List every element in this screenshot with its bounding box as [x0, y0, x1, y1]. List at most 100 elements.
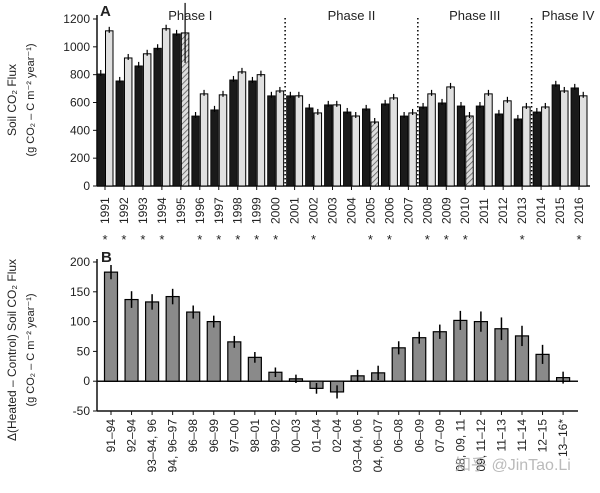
- y-tick-label: 0: [83, 374, 90, 388]
- x-tick-label: 2003: [326, 197, 340, 224]
- watermark: 知乎 @JinTao.Li: [455, 456, 571, 474]
- y-tick-label: 1000: [63, 40, 90, 54]
- y-axis-label: Δ(Heated – Control) Soil CO₂ Flux: [5, 259, 19, 441]
- bar-control: [343, 111, 352, 187]
- bar-heated: [313, 112, 323, 187]
- significance-marker: *: [235, 232, 240, 247]
- x-tick-label: 2006: [382, 197, 396, 224]
- y-tick-label: 200: [70, 151, 90, 165]
- significance-marker: *: [216, 232, 221, 247]
- panel-label: B: [101, 249, 112, 266]
- bar-difference: [145, 301, 160, 382]
- bar-heated: [275, 90, 285, 187]
- bar-heated: [579, 95, 588, 187]
- x-tick-label: 04, 06–07: [371, 419, 385, 473]
- x-tick-label: 96–99: [207, 419, 221, 453]
- x-tick-label: 2009: [439, 197, 453, 224]
- bar-heated: [408, 112, 417, 187]
- bar-heated: [161, 28, 171, 187]
- significance-marker: *: [368, 232, 373, 247]
- bar-control: [267, 95, 276, 187]
- phase-label: Phase IV: [542, 8, 595, 23]
- x-tick-label: 11–13: [494, 419, 508, 452]
- bar-difference: [186, 311, 201, 382]
- bar-control: [191, 115, 200, 187]
- bar-control: [324, 104, 333, 187]
- x-tick-label: 1992: [117, 197, 131, 224]
- x-tick-label: 92–94: [125, 419, 139, 453]
- x-tick-label: 2004: [344, 197, 358, 224]
- y-tick-label: 1200: [63, 12, 90, 26]
- x-tick-label: 1999: [250, 197, 264, 224]
- x-tick-label: 2008: [420, 197, 434, 224]
- bar-heated: [105, 30, 114, 187]
- significance-marker: *: [387, 232, 392, 247]
- bar-difference: [206, 321, 221, 382]
- significance-marker: *: [311, 232, 316, 247]
- x-tick-label: 2016: [572, 197, 586, 224]
- bar-heated: [237, 71, 247, 187]
- bar-heated: [294, 95, 304, 187]
- x-tick-label: 94, 96–97: [166, 419, 180, 473]
- bar-difference: [103, 271, 119, 382]
- y-tick-label: 600: [70, 96, 90, 110]
- y-tick-label: 800: [70, 68, 90, 82]
- y-tick-label: 100: [70, 315, 90, 329]
- bar-difference: [432, 331, 447, 382]
- bar-control: [399, 115, 409, 187]
- bar-heated: [256, 74, 266, 187]
- panel-a: 0 200 400 600 800 1000 1200 A Soil CO₂ Flux (g CO…: [5, 2, 595, 247]
- x-tick-label: 2014: [534, 197, 548, 224]
- panel-b: -50 0 50 100 150 200 B Δ(Heated – Control) Soil…: [5, 249, 578, 472]
- bar-heated: [332, 104, 342, 187]
- bar-control: [494, 113, 504, 187]
- x-tick-label: 09, 11–12: [474, 419, 488, 472]
- bar-control: [115, 80, 124, 187]
- bar-heated: [370, 121, 379, 187]
- significance-marker: *: [102, 232, 107, 247]
- bar-heated: [123, 57, 133, 187]
- significance-marker: *: [425, 232, 430, 247]
- significance-marker: *: [576, 232, 581, 247]
- x-tick-label: 13–16*: [556, 419, 570, 457]
- bar-difference: [124, 298, 139, 382]
- bar-control: [153, 47, 162, 187]
- bar-control: [134, 65, 143, 187]
- phase-label: Phase II: [328, 8, 376, 23]
- x-tick-label: 97–00: [227, 419, 241, 453]
- significance-marker: *: [273, 232, 278, 247]
- bar-control: [570, 87, 579, 187]
- x-tick-label: 1998: [231, 197, 245, 224]
- significance-marker: *: [254, 232, 259, 247]
- bar-heated: [484, 93, 493, 187]
- bar-control: [513, 118, 523, 187]
- x-tick-label: 1994: [155, 197, 169, 224]
- x-tick-label: 11–14: [515, 419, 529, 452]
- x-tick-label: 02–04: [330, 419, 344, 453]
- bar-difference: [412, 337, 427, 382]
- y-tick-label: 150: [70, 285, 90, 299]
- bar-control: [418, 106, 428, 187]
- bar-control: [96, 73, 105, 187]
- bar-heated: [389, 97, 398, 187]
- x-tick-label: 12–15: [536, 419, 550, 453]
- bar-control: [172, 33, 181, 187]
- x-tick-label: 1991: [98, 197, 112, 224]
- panel-label: A: [100, 3, 111, 20]
- bar-heated: [446, 86, 455, 187]
- x-tick-label: 07–09: [433, 419, 447, 453]
- x-tick-label: 93–94, 96: [145, 419, 159, 473]
- bar-heated: [199, 93, 209, 187]
- x-tick-label: 1995: [174, 197, 188, 224]
- bar-control: [380, 103, 390, 187]
- y-axis-label-units: (g CO₂ – C m⁻² year⁻¹): [25, 293, 37, 406]
- significance-marker: *: [444, 232, 449, 247]
- bar-heated: [351, 115, 360, 187]
- significance-marker: *: [159, 232, 164, 247]
- x-tick-label: 2011: [477, 198, 491, 224]
- bar-heated: [465, 115, 474, 187]
- bar-control: [362, 108, 371, 187]
- x-tick-label: 2000: [269, 197, 283, 224]
- x-tick-label: 1993: [136, 197, 150, 224]
- bar-control: [475, 105, 485, 187]
